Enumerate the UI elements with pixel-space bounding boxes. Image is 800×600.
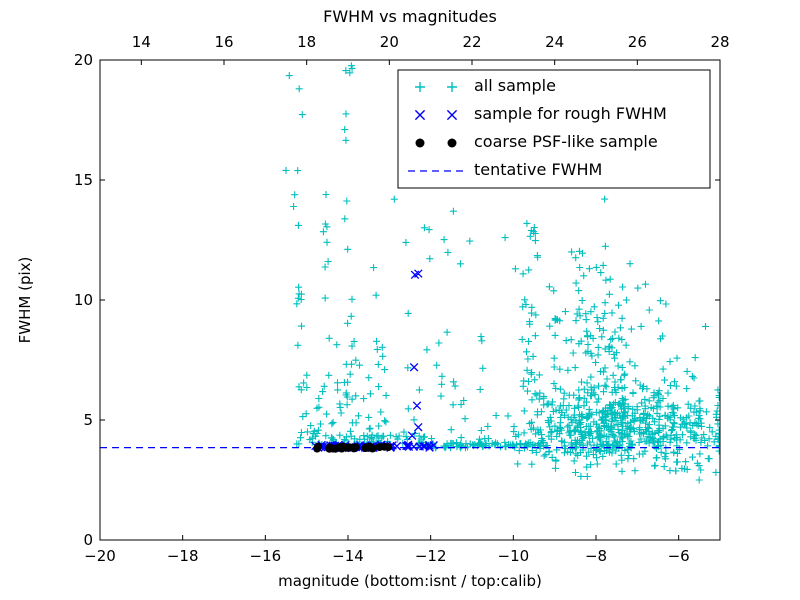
- tick-label: 5: [83, 411, 93, 429]
- legend-markers: [408, 82, 464, 172]
- tick-label: 26: [628, 33, 647, 51]
- legend-dot-marker: [415, 138, 425, 148]
- scatter-all-sample: [282, 62, 720, 484]
- scatter-psf-sample: [313, 442, 393, 453]
- tick-label: 10: [74, 291, 93, 309]
- tick-label: 18: [297, 33, 316, 51]
- legend-label-psf-sample: coarse PSF-like sample: [474, 132, 658, 151]
- legend-label-tentative-fwhm: tentative FWHM: [474, 160, 602, 179]
- legend-x-marker: [414, 109, 458, 121]
- tick-label: 28: [710, 33, 729, 51]
- data-point-dot: [363, 443, 372, 452]
- data-point-dot: [325, 443, 334, 452]
- legend-dot-marker: [447, 138, 457, 148]
- data-point-dot: [375, 443, 384, 452]
- tick-label: 14: [132, 33, 151, 51]
- data-point-dot: [335, 443, 344, 452]
- axis-tick-labels: −20 −18 −16 −14 −12 −10 −8 −6 14 16 18 20 22 24 26 28 0 5…: [74, 33, 730, 565]
- legend: all sample sample for rough FWHM coarse …: [397, 69, 711, 189]
- axis-ticks: [99, 59, 721, 541]
- tick-label: 24: [545, 33, 564, 51]
- data-point-markers: [282, 62, 720, 484]
- tick-label: −10: [498, 547, 530, 565]
- data-point-dot: [348, 443, 357, 452]
- legend-plus-marker: [415, 82, 457, 92]
- legend-box: [397, 69, 711, 189]
- x-axis-label: magnitude (bottom:isnt / top:calib): [278, 572, 542, 590]
- data-point-dot: [313, 444, 322, 453]
- legend-label-all-sample: all sample: [474, 76, 556, 95]
- tick-label: −8: [585, 547, 607, 565]
- tick-label: 22: [462, 33, 481, 51]
- tick-label: 20: [380, 33, 399, 51]
- tick-label: −6: [668, 547, 690, 565]
- tick-label: −14: [332, 547, 364, 565]
- legend-label-rough-fwhm: sample for rough FWHM: [474, 104, 667, 123]
- tick-label: 16: [214, 33, 233, 51]
- tick-label: −18: [167, 547, 199, 565]
- y-axis-label: FWHM (pix): [16, 257, 34, 344]
- tick-label: −16: [250, 547, 282, 565]
- tick-label: 15: [74, 171, 93, 189]
- data-point-dot: [384, 443, 393, 452]
- tick-label: 20: [74, 51, 93, 69]
- tick-label: −20: [84, 547, 116, 565]
- tick-label: 0: [83, 531, 93, 549]
- chart-title: FWHM vs magnitudes: [323, 7, 497, 26]
- tick-label: −12: [415, 547, 447, 565]
